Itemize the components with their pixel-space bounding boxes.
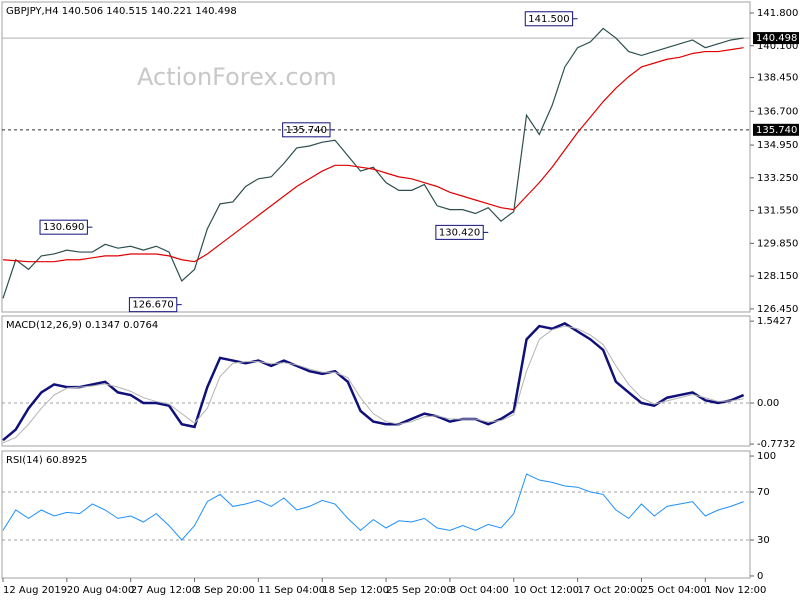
y-tick-label: 131.550: [757, 206, 798, 217]
y-tick-label: 100: [757, 451, 776, 462]
x-tick-label: 25 Oct 04:00: [641, 585, 706, 596]
y-tick-label: 128.150: [757, 271, 798, 282]
y-tick-label: 134.950: [757, 140, 798, 151]
annotation-label: 141.500: [528, 14, 569, 25]
y-tick-label: 0: [757, 571, 763, 582]
price-tag: [753, 32, 799, 45]
y-tick-label: 0.00: [757, 398, 779, 409]
x-tick-label: 27 Aug 12:00: [131, 585, 198, 596]
x-tick-label: 11 Sep 04:00: [258, 585, 325, 596]
y-tick-label: 70: [757, 487, 770, 498]
y-tick-label: 126.450: [757, 304, 798, 315]
y-tick-label: 140.100: [757, 41, 798, 52]
y-tick-label: 133.250: [757, 173, 798, 184]
y-tick-label: 129.850: [757, 238, 798, 249]
y-tick-label: 141.800: [757, 8, 798, 19]
y-tick-label: -0.7732: [757, 439, 796, 450]
series-line: [2, 27, 744, 299]
panel-title: RSI(14) 60.8925: [6, 455, 87, 466]
y-tick-label: 30: [757, 535, 770, 546]
price-tag-label: 140.498: [756, 33, 797, 44]
watermark: ActionForex.com: [137, 63, 337, 91]
series-line: [2, 473, 744, 541]
x-tick-label: 3 Oct 04:00: [450, 585, 509, 596]
annotation-label: 126.670: [132, 300, 173, 311]
x-tick-label: 17 Oct 20:00: [578, 585, 643, 596]
series-line: [2, 322, 745, 442]
series-line: [2, 47, 744, 263]
y-tick-label: 1.5427: [757, 316, 792, 327]
x-tick-label: 18 Sep 12:00: [322, 585, 389, 596]
series-line: [2, 325, 744, 444]
annotation-label: 135.740: [286, 125, 327, 136]
y-tick-label: 138.450: [757, 73, 798, 84]
x-tick-label: 1 Nov 12:00: [705, 585, 766, 596]
x-tick-label: 10 Oct 12:00: [514, 585, 579, 596]
panel-frame: [1, 315, 751, 447]
panel-frame: [1, 1, 751, 313]
x-tick-label: 3 Sep 20:00: [195, 585, 255, 596]
price-tag: [753, 123, 799, 136]
x-tick-label: 12 Aug 2019: [3, 585, 67, 596]
x-tick-label: 25 Sep 20:00: [386, 585, 453, 596]
price-tag-label: 135.740: [756, 125, 797, 136]
x-tick-label: 20 Aug 04:00: [67, 585, 134, 596]
y-tick-label: 136.700: [757, 106, 798, 117]
panel-title: GBPJPY,H4 140.506 140.515 140.221 140.49…: [6, 6, 237, 17]
annotation-label: 130.420: [439, 227, 480, 238]
annotation-label: 130.690: [43, 222, 84, 233]
panel-frame: [1, 450, 751, 579]
panel-title: MACD(12,26,9) 0.1347 0.0764: [6, 320, 158, 331]
